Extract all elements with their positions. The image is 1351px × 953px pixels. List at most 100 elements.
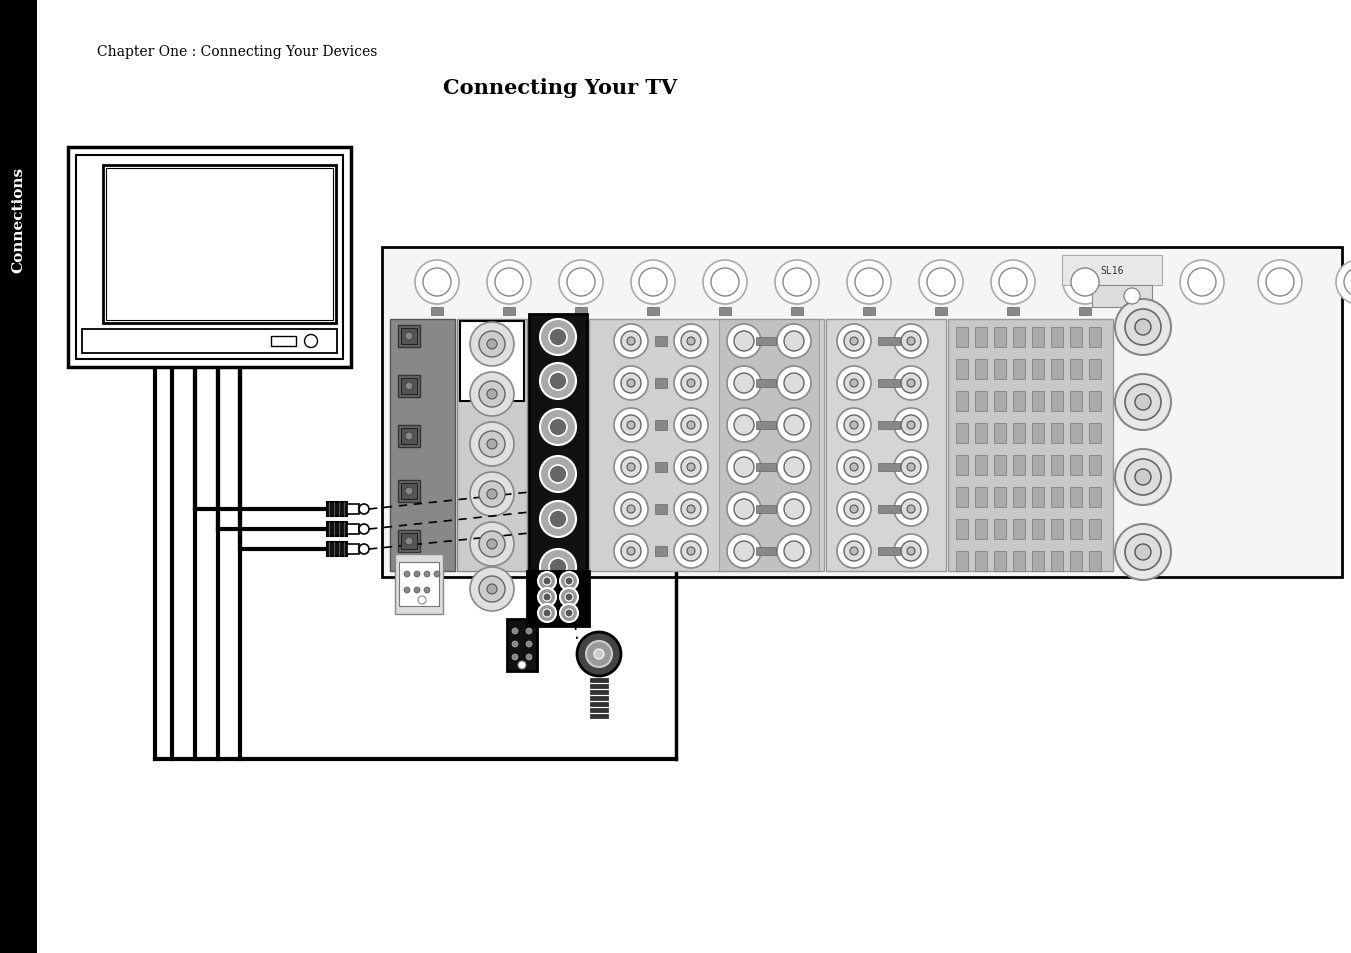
Circle shape bbox=[639, 269, 667, 296]
Bar bbox=[994, 456, 1006, 476]
Circle shape bbox=[405, 382, 413, 391]
Circle shape bbox=[734, 457, 754, 477]
Circle shape bbox=[480, 532, 505, 558]
Circle shape bbox=[711, 269, 739, 296]
Circle shape bbox=[470, 323, 513, 367]
Circle shape bbox=[627, 421, 635, 430]
Circle shape bbox=[907, 463, 915, 472]
Bar bbox=[1089, 519, 1101, 539]
Bar bbox=[1070, 519, 1082, 539]
Bar bbox=[1062, 255, 1162, 286]
Bar bbox=[957, 519, 969, 539]
Circle shape bbox=[486, 339, 497, 350]
Bar bbox=[507, 619, 536, 671]
Circle shape bbox=[727, 493, 761, 526]
Circle shape bbox=[404, 587, 409, 594]
Circle shape bbox=[838, 493, 871, 526]
Circle shape bbox=[613, 409, 648, 442]
Bar bbox=[757, 463, 775, 472]
Circle shape bbox=[850, 421, 858, 430]
Bar bbox=[590, 702, 608, 706]
Circle shape bbox=[405, 537, 413, 545]
Circle shape bbox=[538, 604, 557, 622]
Circle shape bbox=[894, 535, 928, 568]
Circle shape bbox=[543, 578, 551, 585]
Circle shape bbox=[417, 597, 426, 604]
Bar bbox=[878, 463, 900, 472]
Circle shape bbox=[577, 633, 621, 677]
Circle shape bbox=[777, 367, 811, 400]
Circle shape bbox=[844, 332, 865, 352]
Circle shape bbox=[992, 261, 1035, 305]
Circle shape bbox=[674, 535, 708, 568]
Bar bbox=[975, 519, 988, 539]
Circle shape bbox=[540, 410, 576, 446]
Circle shape bbox=[549, 558, 567, 577]
Circle shape bbox=[901, 332, 921, 352]
Bar bbox=[1013, 552, 1025, 572]
Circle shape bbox=[777, 325, 811, 358]
Circle shape bbox=[549, 418, 567, 436]
Circle shape bbox=[526, 655, 532, 660]
Circle shape bbox=[1188, 269, 1216, 296]
Circle shape bbox=[850, 337, 858, 346]
Bar bbox=[1089, 392, 1101, 412]
Circle shape bbox=[480, 381, 505, 408]
Bar bbox=[1089, 552, 1101, 572]
Circle shape bbox=[844, 457, 865, 477]
Circle shape bbox=[627, 379, 635, 388]
Circle shape bbox=[413, 572, 420, 578]
Circle shape bbox=[559, 261, 603, 305]
Bar bbox=[1089, 359, 1101, 379]
Bar bbox=[994, 328, 1006, 348]
Circle shape bbox=[517, 661, 526, 669]
Circle shape bbox=[594, 649, 604, 659]
Circle shape bbox=[405, 333, 413, 340]
Circle shape bbox=[688, 547, 694, 556]
Circle shape bbox=[850, 505, 858, 514]
Circle shape bbox=[674, 409, 708, 442]
Bar bbox=[1051, 519, 1063, 539]
Circle shape bbox=[405, 488, 413, 496]
Circle shape bbox=[627, 463, 635, 472]
Circle shape bbox=[727, 367, 761, 400]
Circle shape bbox=[304, 335, 317, 348]
Bar bbox=[1006, 308, 1019, 315]
Bar bbox=[327, 542, 347, 557]
Circle shape bbox=[480, 432, 505, 457]
Circle shape bbox=[850, 379, 858, 388]
Circle shape bbox=[784, 541, 804, 561]
Circle shape bbox=[1336, 261, 1351, 305]
Bar bbox=[399, 562, 439, 606]
Circle shape bbox=[565, 594, 573, 601]
Circle shape bbox=[549, 511, 567, 529]
Bar bbox=[590, 690, 608, 695]
Circle shape bbox=[631, 261, 676, 305]
Circle shape bbox=[613, 451, 648, 484]
Circle shape bbox=[540, 456, 576, 493]
Circle shape bbox=[512, 628, 517, 635]
Circle shape bbox=[1258, 261, 1302, 305]
Circle shape bbox=[919, 261, 963, 305]
Circle shape bbox=[1135, 470, 1151, 485]
Bar bbox=[401, 378, 417, 395]
Bar bbox=[399, 531, 420, 553]
Circle shape bbox=[674, 367, 708, 400]
Circle shape bbox=[1125, 310, 1161, 346]
Bar bbox=[1032, 456, 1044, 476]
Circle shape bbox=[423, 269, 451, 296]
Circle shape bbox=[494, 269, 523, 296]
Bar bbox=[1051, 488, 1063, 507]
Bar bbox=[1070, 552, 1082, 572]
Bar bbox=[576, 308, 586, 315]
Bar bbox=[994, 359, 1006, 379]
Bar bbox=[1070, 488, 1082, 507]
Circle shape bbox=[703, 261, 747, 305]
Text: Chapter One : Connecting Your Devices: Chapter One : Connecting Your Devices bbox=[97, 45, 377, 59]
Bar bbox=[347, 504, 359, 515]
Circle shape bbox=[927, 269, 955, 296]
Circle shape bbox=[621, 499, 640, 519]
Bar bbox=[948, 319, 1113, 572]
Bar bbox=[272, 336, 296, 347]
Circle shape bbox=[549, 373, 567, 391]
